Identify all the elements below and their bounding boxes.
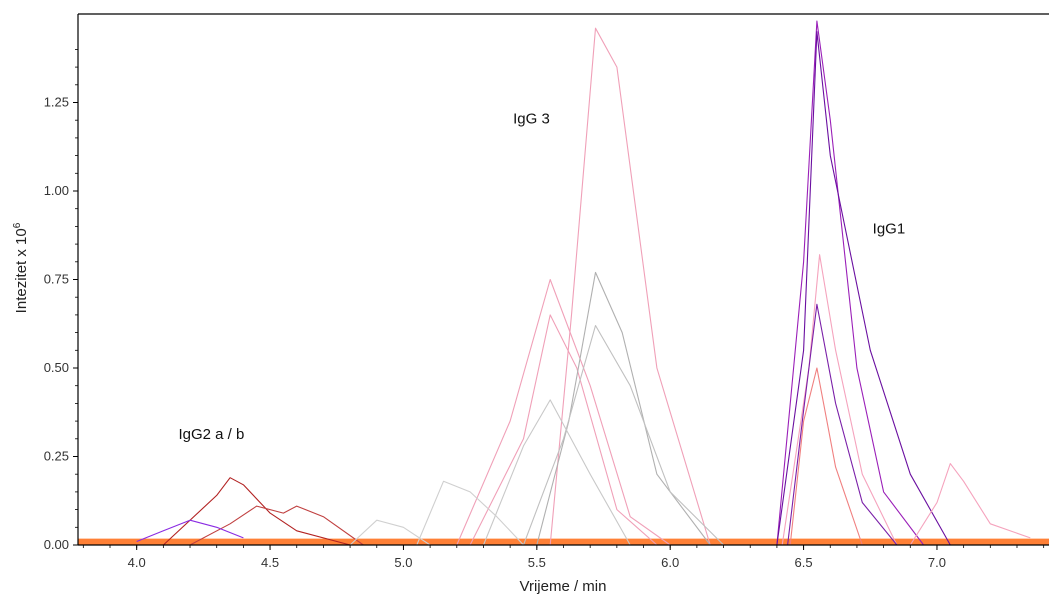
x-tick-label: 7.0: [928, 555, 946, 570]
series-line-13: [781, 254, 898, 546]
x-tick-label: 4.0: [128, 555, 146, 570]
x-tick-label: 5.5: [528, 555, 546, 570]
peak-label-1: IgG 3: [513, 111, 550, 128]
series-line-8: [482, 399, 631, 546]
y-tick-label: 0.00: [44, 537, 69, 552]
y-tick-label: 0.25: [44, 449, 69, 464]
y-axis-title: Intezitet x 106: [12, 222, 30, 313]
y-axis: 0.00 0.25 0.50 0.75 1.00 1.25: [44, 49, 78, 552]
plot-background: [78, 14, 1049, 545]
x-tick-label: 4.5: [261, 555, 279, 570]
peak-label-2: IgG1: [873, 220, 906, 237]
series-line-1: [189, 505, 364, 546]
series-line-14: [787, 303, 898, 546]
y-tick-label: 0.50: [44, 360, 69, 375]
y-tick-label: 1.25: [44, 95, 69, 110]
series-line-4: [469, 314, 658, 546]
x-tick-label: 6.0: [661, 555, 679, 570]
series-line-0: [163, 477, 351, 546]
series-line-11: [776, 20, 925, 546]
x-axis: 4.0 4.5 5.0 5.5 6.0 6.5 7.0: [82, 545, 1045, 570]
series-layer: [78, 20, 1049, 546]
x-tick-label: 6.5: [795, 555, 813, 570]
y-tick-label: 0.75: [44, 272, 69, 287]
series-line-10: [349, 519, 431, 546]
series-line-16: [909, 463, 1031, 546]
peak-label-0: IgG2 a / b: [178, 426, 244, 443]
peak-annotations: IgG2 a / b IgG 3 IgG1: [178, 111, 905, 443]
x-tick-label: 5.0: [394, 555, 412, 570]
x-axis-title: Vrijeme / min: [520, 578, 607, 595]
y-tick-label: 1.00: [44, 183, 69, 198]
plot-area: [78, 14, 1049, 545]
series-line-12: [776, 31, 951, 546]
series-line-6: [536, 271, 711, 546]
series-line-5: [549, 27, 711, 546]
y-axis-title-exponent: 6: [12, 222, 23, 228]
baseline-fill: [78, 538, 1049, 545]
series-line-2: [136, 519, 244, 543]
series-line-9: [416, 480, 524, 546]
y-axis-title-base: Intezitet x 10: [13, 228, 30, 313]
series-line-15: [789, 367, 863, 546]
series-line-7: [522, 324, 724, 546]
